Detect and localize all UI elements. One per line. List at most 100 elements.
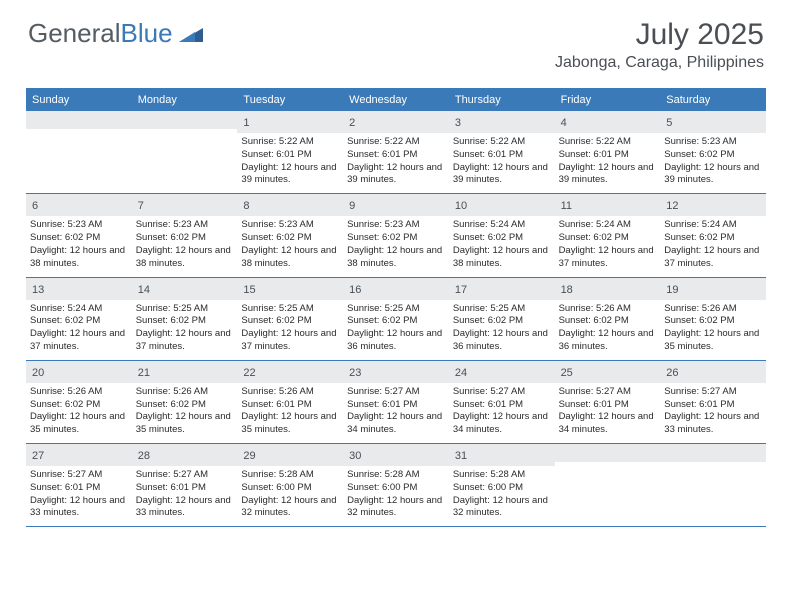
daylight-text: Daylight: 12 hours and 33 minutes. <box>664 411 762 437</box>
daylight-text: Daylight: 12 hours and 39 minutes. <box>347 162 445 188</box>
daylight-text: Daylight: 12 hours and 34 minutes. <box>559 411 657 437</box>
weekday-label: Sunday <box>26 90 132 111</box>
day-details: Sunrise: 5:23 AMSunset: 6:02 PMDaylight:… <box>136 216 234 270</box>
daylight-text: Daylight: 12 hours and 35 minutes. <box>664 328 762 354</box>
day-number: 11 <box>561 200 572 212</box>
day-number-bar: 29 <box>237 444 343 466</box>
day-number-bar: 10 <box>449 194 555 216</box>
daylight-text: Daylight: 12 hours and 36 minutes. <box>347 328 445 354</box>
week-row: 27Sunrise: 5:27 AMSunset: 6:01 PMDayligh… <box>26 444 766 527</box>
day-details: Sunrise: 5:23 AMSunset: 6:02 PMDaylight:… <box>241 216 339 270</box>
title-block: July 2025 Jabonga, Caraga, Philippines <box>555 18 764 72</box>
day-cell: 12Sunrise: 5:24 AMSunset: 6:02 PMDayligh… <box>660 194 766 276</box>
sunrise-text: Sunrise: 5:24 AM <box>453 219 551 232</box>
day-cell: 5Sunrise: 5:23 AMSunset: 6:02 PMDaylight… <box>660 111 766 193</box>
sunset-text: Sunset: 6:01 PM <box>559 399 657 412</box>
sunrise-text: Sunrise: 5:25 AM <box>347 303 445 316</box>
day-details: Sunrise: 5:25 AMSunset: 6:02 PMDaylight:… <box>241 300 339 354</box>
daylight-text: Daylight: 12 hours and 38 minutes. <box>453 245 551 271</box>
daylight-text: Daylight: 12 hours and 35 minutes. <box>30 411 128 437</box>
sunset-text: Sunset: 6:00 PM <box>347 482 445 495</box>
day-cell: 31Sunrise: 5:28 AMSunset: 6:00 PMDayligh… <box>449 444 555 526</box>
daylight-text: Daylight: 12 hours and 39 minutes. <box>453 162 551 188</box>
sunrise-text: Sunrise: 5:22 AM <box>559 136 657 149</box>
day-number-bar: 26 <box>660 361 766 383</box>
sunset-text: Sunset: 6:02 PM <box>347 315 445 328</box>
day-details: Sunrise: 5:26 AMSunset: 6:01 PMDaylight:… <box>241 383 339 437</box>
sunrise-text: Sunrise: 5:24 AM <box>30 303 128 316</box>
day-number: 14 <box>138 284 150 296</box>
day-number-bar: 16 <box>343 278 449 300</box>
sunrise-text: Sunrise: 5:23 AM <box>136 219 234 232</box>
day-number-bar <box>132 111 238 129</box>
sunrise-text: Sunrise: 5:25 AM <box>136 303 234 316</box>
day-number-bar: 4 <box>555 111 661 133</box>
daylight-text: Daylight: 12 hours and 34 minutes. <box>453 411 551 437</box>
day-number: 15 <box>243 284 255 296</box>
day-cell: 2Sunrise: 5:22 AMSunset: 6:01 PMDaylight… <box>343 111 449 193</box>
calendar: SundayMondayTuesdayWednesdayThursdayFrid… <box>26 88 766 527</box>
empty-day-cell <box>26 111 132 193</box>
day-number: 29 <box>243 450 255 462</box>
daylight-text: Daylight: 12 hours and 37 minutes. <box>664 245 762 271</box>
day-number-bar: 12 <box>660 194 766 216</box>
sunset-text: Sunset: 6:02 PM <box>664 315 762 328</box>
day-number: 28 <box>138 450 150 462</box>
day-number-bar: 18 <box>555 278 661 300</box>
day-number-bar: 24 <box>449 361 555 383</box>
week-row: 1Sunrise: 5:22 AMSunset: 6:01 PMDaylight… <box>26 111 766 194</box>
day-cell: 30Sunrise: 5:28 AMSunset: 6:00 PMDayligh… <box>343 444 449 526</box>
day-details: Sunrise: 5:23 AMSunset: 6:02 PMDaylight:… <box>30 216 128 270</box>
sunset-text: Sunset: 6:00 PM <box>453 482 551 495</box>
weekday-label: Tuesday <box>237 90 343 111</box>
day-details: Sunrise: 5:26 AMSunset: 6:02 PMDaylight:… <box>559 300 657 354</box>
sunset-text: Sunset: 6:01 PM <box>347 399 445 412</box>
day-details: Sunrise: 5:26 AMSunset: 6:02 PMDaylight:… <box>30 383 128 437</box>
day-cell: 20Sunrise: 5:26 AMSunset: 6:02 PMDayligh… <box>26 361 132 443</box>
location-subtitle: Jabonga, Caraga, Philippines <box>555 54 764 72</box>
sunrise-text: Sunrise: 5:22 AM <box>241 136 339 149</box>
day-number: 17 <box>455 284 467 296</box>
day-number-bar: 8 <box>237 194 343 216</box>
sunrise-text: Sunrise: 5:26 AM <box>30 386 128 399</box>
sunset-text: Sunset: 6:02 PM <box>30 399 128 412</box>
day-number-bar: 28 <box>132 444 238 466</box>
sunset-text: Sunset: 6:02 PM <box>136 315 234 328</box>
sunrise-text: Sunrise: 5:23 AM <box>30 219 128 232</box>
brand-word1: General <box>28 18 121 49</box>
weekday-label: Wednesday <box>343 90 449 111</box>
sunrise-text: Sunrise: 5:26 AM <box>559 303 657 316</box>
day-details: Sunrise: 5:28 AMSunset: 6:00 PMDaylight:… <box>453 466 551 520</box>
sunrise-text: Sunrise: 5:23 AM <box>664 136 762 149</box>
day-cell: 21Sunrise: 5:26 AMSunset: 6:02 PMDayligh… <box>132 361 238 443</box>
day-details: Sunrise: 5:27 AMSunset: 6:01 PMDaylight:… <box>347 383 445 437</box>
day-details: Sunrise: 5:24 AMSunset: 6:02 PMDaylight:… <box>559 216 657 270</box>
sunrise-text: Sunrise: 5:23 AM <box>241 219 339 232</box>
sunset-text: Sunset: 6:02 PM <box>559 315 657 328</box>
day-number-bar: 30 <box>343 444 449 466</box>
day-number-bar: 31 <box>449 444 555 466</box>
daylight-text: Daylight: 12 hours and 37 minutes. <box>30 328 128 354</box>
day-details: Sunrise: 5:25 AMSunset: 6:02 PMDaylight:… <box>347 300 445 354</box>
empty-day-cell <box>132 111 238 193</box>
sunset-text: Sunset: 6:01 PM <box>559 149 657 162</box>
day-number: 27 <box>32 450 44 462</box>
sunset-text: Sunset: 6:01 PM <box>664 399 762 412</box>
sunset-text: Sunset: 6:00 PM <box>241 482 339 495</box>
day-cell: 16Sunrise: 5:25 AMSunset: 6:02 PMDayligh… <box>343 278 449 360</box>
sunrise-text: Sunrise: 5:27 AM <box>664 386 762 399</box>
day-number-bar: 3 <box>449 111 555 133</box>
day-number: 19 <box>666 284 678 296</box>
sunrise-text: Sunrise: 5:25 AM <box>453 303 551 316</box>
brand-triangle-icon <box>179 26 203 47</box>
day-details: Sunrise: 5:27 AMSunset: 6:01 PMDaylight:… <box>559 383 657 437</box>
sunrise-text: Sunrise: 5:27 AM <box>559 386 657 399</box>
daylight-text: Daylight: 12 hours and 33 minutes. <box>136 495 234 521</box>
day-cell: 29Sunrise: 5:28 AMSunset: 6:00 PMDayligh… <box>237 444 343 526</box>
day-number-bar: 25 <box>555 361 661 383</box>
day-number-bar <box>26 111 132 129</box>
day-details: Sunrise: 5:24 AMSunset: 6:02 PMDaylight:… <box>30 300 128 354</box>
daylight-text: Daylight: 12 hours and 39 minutes. <box>664 162 762 188</box>
sunrise-text: Sunrise: 5:26 AM <box>241 386 339 399</box>
sunrise-text: Sunrise: 5:25 AM <box>241 303 339 316</box>
